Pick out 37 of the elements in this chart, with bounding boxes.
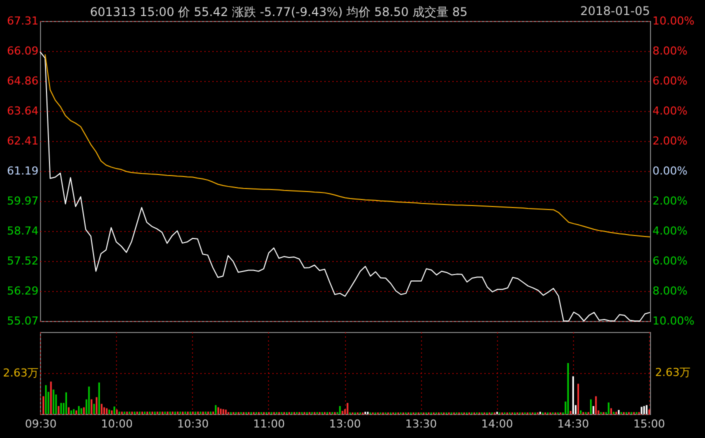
y-tick-label: 59.97 [7, 194, 38, 208]
text: 2018-01-05 [580, 4, 650, 18]
y-tick-label: 66.09 [7, 44, 38, 58]
y2-tick-label: 4.00% [652, 224, 688, 238]
x-tick-label: 11:00 [253, 418, 285, 430]
y2-tick-label: 0.00% [652, 164, 688, 178]
line-series [40, 51, 650, 322]
y-tick-label: 62.41 [7, 134, 38, 148]
y2-tick-label: 10.00% [652, 314, 694, 328]
x-tick-label: 10:00 [101, 418, 133, 430]
y2-tick-label: 6.00% [652, 254, 688, 268]
x-tick-label: 14:30 [557, 418, 589, 430]
y-tick-label: 58.74 [7, 224, 38, 238]
x-tick-label: 13:00 [329, 418, 361, 430]
y-tick-label: 57.52 [7, 254, 38, 268]
y2-tick-label: 8.00% [652, 44, 688, 58]
y-tick-label: 67.31 [7, 14, 38, 28]
y2-tick-label: 4.00% [652, 104, 688, 118]
x-tick-label: 15:00 [633, 418, 666, 430]
y-tick-label: 63.64 [7, 104, 38, 118]
x-tick-label: 13:30 [405, 418, 437, 430]
text: 2.63万 [655, 366, 691, 379]
x-tick-label: 14:00 [481, 418, 513, 430]
y-tick-label: 61.19 [7, 164, 38, 178]
y2-tick-label: 10.00% [652, 14, 694, 28]
line-series [44, 54, 650, 238]
y-tick-label: 2.63万 [3, 366, 38, 380]
y-tick-label: 64.86 [7, 74, 38, 88]
y-tick-label: 56.29 [7, 284, 38, 298]
y2-tick-label: 2.00% [652, 194, 688, 208]
y2-tick-label: 8.00% [652, 284, 688, 298]
y2-tick-label: 6.00% [652, 74, 688, 88]
x-tick-label: 10:30 [177, 418, 209, 430]
y-tick-label: 55.07 [7, 314, 38, 328]
chart-title: 601313 15:00 价 55.42 涨跌 -5.77(-9.43%) 均价 58.50 成交量 85 [90, 5, 468, 19]
x-tick-label: 09:30 [24, 418, 57, 430]
y2-tick-label: 2.00% [652, 134, 688, 148]
